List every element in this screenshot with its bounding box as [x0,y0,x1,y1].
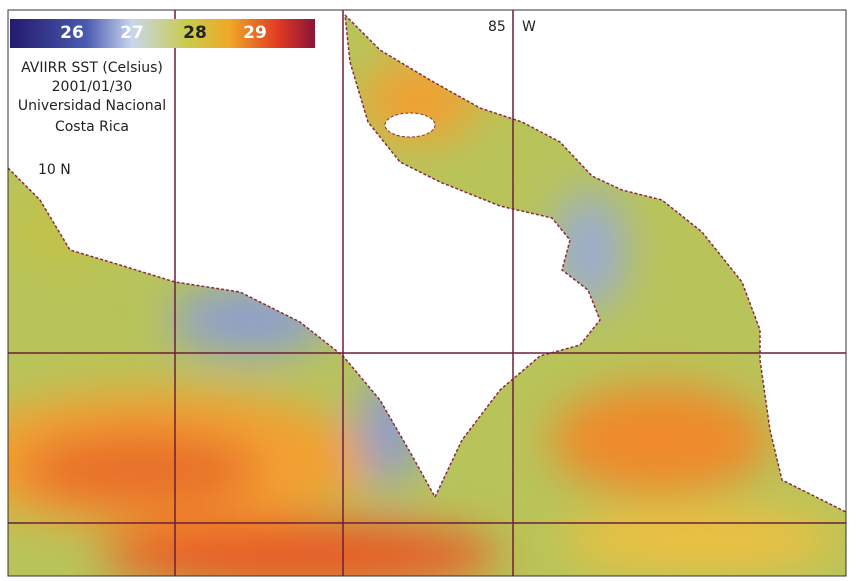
graticule [8,10,846,576]
caption-line: 2001/01/30 [52,79,133,95]
frame [7,9,847,577]
longitude-hemisphere: W [522,19,536,35]
caption-line: Universidad Nacional [18,98,166,114]
island [384,112,436,138]
colorbar [10,19,315,48]
coastline [7,14,847,513]
longitude-label: 85 [488,19,506,35]
colorbar-label: 26 [60,23,84,43]
caption-line: AVIIRR SST (Celsius) [21,60,163,76]
latitude-label: 10 N [38,162,71,178]
caption-line: Costa Rica [55,119,129,135]
colorbar-label: 28 [183,23,207,43]
colorbar-label: 29 [243,23,267,43]
colorbar-label: 27 [120,23,144,43]
